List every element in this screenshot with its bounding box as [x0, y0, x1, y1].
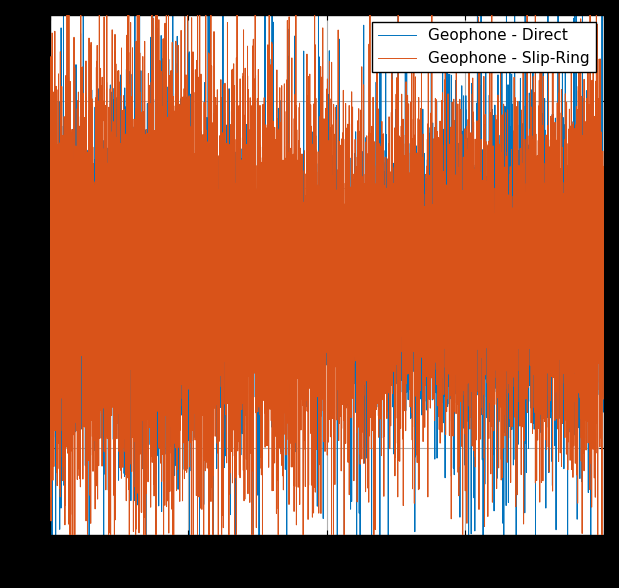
Geophone - Direct: [317, 307, 324, 314]
Line: Geophone - Slip-Ring: Geophone - Slip-Ring: [50, 0, 604, 588]
Legend: Geophone - Direct, Geophone - Slip-Ring: Geophone - Direct, Geophone - Slip-Ring: [371, 22, 596, 72]
Geophone - Slip-Ring: [46, 90, 53, 97]
Geophone - Slip-Ring: [317, 373, 324, 380]
Geophone - Direct: [600, 227, 607, 234]
Geophone - Slip-Ring: [79, 64, 87, 71]
Geophone - Direct: [155, 249, 162, 256]
Geophone - Slip-Ring: [571, 165, 578, 172]
Geophone - Direct: [69, 322, 76, 329]
Geophone - Slip-Ring: [69, 286, 76, 293]
Geophone - Slip-Ring: [155, 250, 162, 257]
Geophone - Direct: [79, 198, 87, 205]
Line: Geophone - Direct: Geophone - Direct: [50, 0, 604, 588]
Geophone - Slip-Ring: [48, 466, 56, 473]
Geophone - Direct: [46, 241, 53, 248]
Geophone - Direct: [48, 300, 56, 307]
Geophone - Direct: [571, 153, 578, 160]
Geophone - Slip-Ring: [600, 395, 607, 402]
